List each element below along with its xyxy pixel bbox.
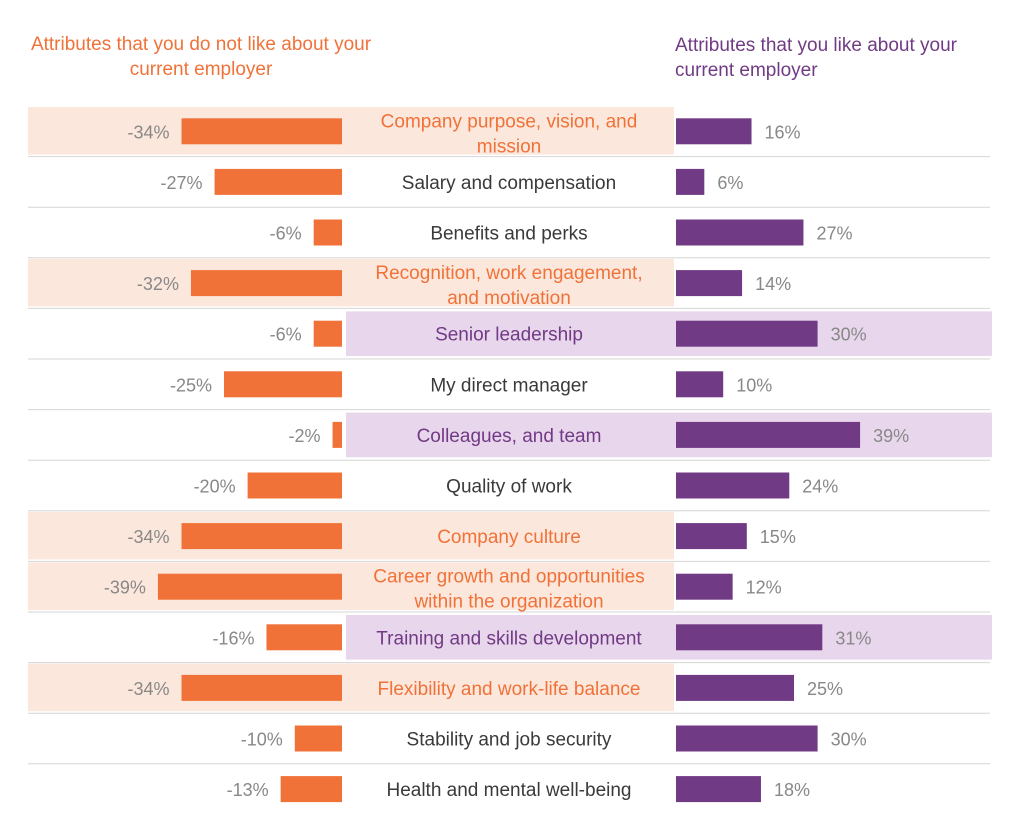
value-label-positive: 10% xyxy=(736,375,772,395)
value-label-negative: -34% xyxy=(127,122,169,142)
row-highlight xyxy=(28,107,674,155)
value-label-negative: -10% xyxy=(241,730,283,750)
row-highlight xyxy=(28,258,674,307)
bar-negative xyxy=(181,118,342,145)
category-label: Flexibility and work-life balance xyxy=(378,679,641,700)
value-label-negative: -20% xyxy=(194,477,236,497)
bar-positive xyxy=(676,573,733,600)
left-header: Attributes that you do not like about yo… xyxy=(0,32,402,82)
category-label-line: Company purpose, vision, and xyxy=(381,111,638,132)
value-label-positive: 18% xyxy=(774,780,810,800)
bar-negative xyxy=(247,472,342,499)
bar-negative xyxy=(280,776,342,803)
bar-negative xyxy=(224,371,342,398)
bar-negative xyxy=(190,270,342,297)
value-label-negative: -34% xyxy=(127,527,169,547)
value-label-positive: 30% xyxy=(831,325,867,345)
category-label-line: Recognition, work engagement, xyxy=(375,263,642,284)
value-label-positive: 24% xyxy=(802,477,838,497)
value-label-negative: -6% xyxy=(270,325,302,345)
value-label-positive: 25% xyxy=(807,679,843,699)
bar-negative xyxy=(181,523,342,550)
value-label-negative: -2% xyxy=(289,426,321,446)
category-label: Quality of work xyxy=(446,477,572,498)
category-label-line: mission xyxy=(477,136,541,157)
right-header-text: Attributes that you like about your curr… xyxy=(675,35,957,81)
value-label-negative: -32% xyxy=(137,274,179,294)
value-label-positive: 12% xyxy=(746,578,782,598)
bar-positive xyxy=(676,421,861,448)
value-label-positive: 39% xyxy=(873,426,909,446)
value-label-positive: 31% xyxy=(835,628,871,648)
bar-negative xyxy=(181,674,342,701)
value-label-positive: 15% xyxy=(760,527,796,547)
value-label-negative: -13% xyxy=(227,780,269,800)
category-label: Stability and job security xyxy=(407,730,612,751)
category-label-line: and motivation xyxy=(447,288,571,309)
bar-positive xyxy=(676,219,804,246)
value-label-negative: -25% xyxy=(170,375,212,395)
category-label-line: within the organization xyxy=(413,592,603,613)
left-header-text: Attributes that you do not like about yo… xyxy=(30,34,372,80)
value-label-negative: -6% xyxy=(270,224,302,244)
bar-positive xyxy=(676,371,724,398)
value-label-negative: -16% xyxy=(212,628,254,648)
bar-negative xyxy=(266,624,342,651)
category-label: Senior leadership xyxy=(435,325,583,346)
value-label-positive: 30% xyxy=(831,730,867,750)
value-label-positive: 27% xyxy=(816,224,852,244)
value-label-positive: 16% xyxy=(765,122,801,142)
bar-positive xyxy=(676,776,761,803)
category-label: Career growth and opportunities within th… xyxy=(373,567,644,613)
bar-negative xyxy=(214,168,342,195)
value-label-negative: -27% xyxy=(161,173,203,193)
value-label-negative: -39% xyxy=(104,578,146,598)
category-label: My direct manager xyxy=(430,375,588,396)
row-highlight xyxy=(28,511,674,560)
bar-negative xyxy=(294,725,342,752)
category-label: Colleagues, and team xyxy=(417,426,602,447)
row-highlight xyxy=(28,562,674,610)
bar-positive xyxy=(676,118,752,145)
value-label-negative: -34% xyxy=(127,679,169,699)
row-highlight xyxy=(28,663,674,712)
category-label: Benefits and perks xyxy=(430,224,587,245)
category-label: Salary and compensation xyxy=(402,173,616,194)
category-label: Training and skills development xyxy=(376,628,642,649)
right-header: Attributes that you like about your curr… xyxy=(675,33,995,83)
row-highlight xyxy=(346,412,992,458)
bar-negative xyxy=(332,421,342,448)
row-highlight xyxy=(346,311,992,356)
bar-positive xyxy=(676,472,790,499)
value-label-positive: 14% xyxy=(755,274,791,294)
bar-positive xyxy=(676,674,794,701)
bar-positive xyxy=(676,168,705,195)
bar-negative xyxy=(157,573,342,600)
category-label: Company culture xyxy=(437,527,581,548)
row-highlight xyxy=(346,615,992,660)
bar-positive xyxy=(676,725,818,752)
category-label: Company purpose, vision, and mission xyxy=(381,111,638,157)
bar-positive xyxy=(676,624,823,651)
category-label: Recognition, work engagement, and motivat… xyxy=(375,263,642,309)
category-label: Health and mental well-being xyxy=(386,780,631,801)
bar-negative xyxy=(313,219,342,246)
bar-positive xyxy=(676,523,747,550)
bar-negative xyxy=(313,320,342,347)
bar-positive xyxy=(676,270,743,297)
bar-positive xyxy=(676,320,818,347)
value-label-positive: 6% xyxy=(717,173,743,193)
category-label-line: Career growth and opportunities xyxy=(373,567,644,588)
